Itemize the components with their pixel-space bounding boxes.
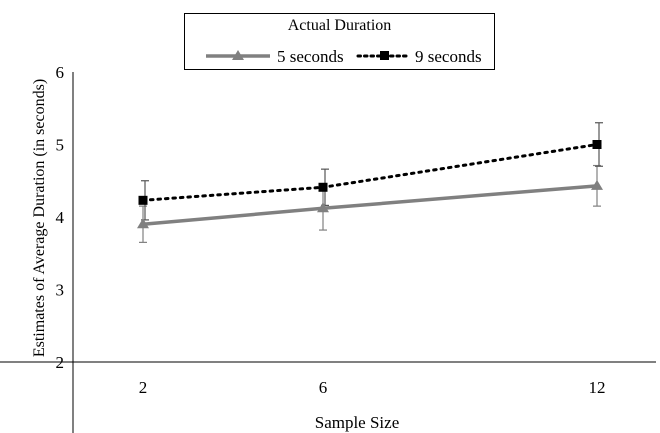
data-point-9-seconds [592,140,602,149]
legend-label-5-seconds: 5 seconds [277,47,344,66]
series-lines [141,143,599,226]
legend-swatch-5-seconds [206,50,270,60]
x-axis-label: Sample Size [315,413,400,432]
x-tick-label: 12 [589,378,606,397]
data-point-5-seconds [137,218,149,229]
data-point-5-seconds [591,179,603,190]
y-tick-label: 5 [56,136,65,155]
data-point-9-seconds [138,195,148,205]
y-axis-label: Estimates of Average Duration (in second… [31,79,48,357]
y-tick-label: 4 [56,208,65,227]
x-tick-label: 6 [319,378,328,397]
y-tick-label: 2 [56,353,65,372]
legend-label-9-seconds: 9 seconds [415,47,482,66]
y-tick-label: 6 [56,63,65,82]
series-line-5-seconds [142,184,598,226]
axes: 2 3 4 5 6 2 6 12 [0,63,656,433]
x-tick-label: 2 [139,378,148,397]
error-bars [139,122,603,243]
series-markers [137,140,603,229]
legend-title: Actual Duration [287,17,392,34]
legend-entries: 5 seconds 9 seconds [185,45,494,67]
data-point-9-seconds [318,182,328,192]
legend: Actual Duration 5 seconds 9 seconds [184,13,495,70]
data-point-5-seconds [317,202,329,213]
legend-swatch-9-seconds [356,51,412,60]
y-tick-label: 3 [56,281,65,300]
